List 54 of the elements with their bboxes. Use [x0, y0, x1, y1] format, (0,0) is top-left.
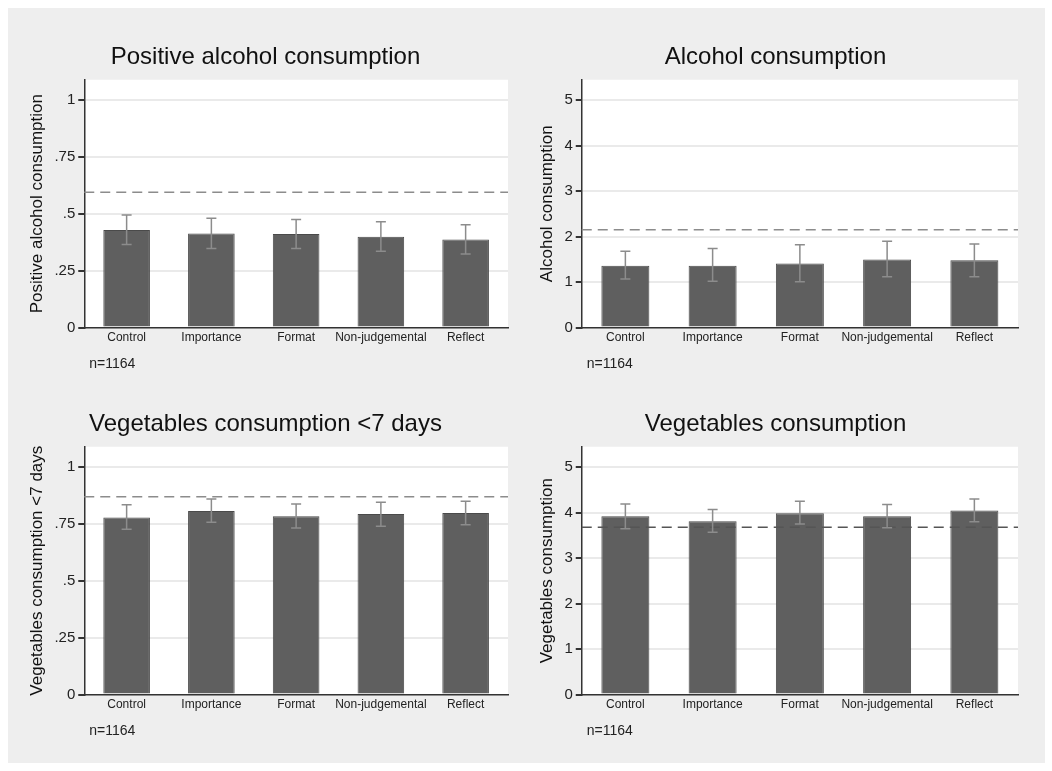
y-axis-title: Vegetables consumption	[536, 478, 556, 664]
x-tick-label: Reflect	[446, 697, 485, 712]
y-axis-title: Alcohol consumption	[536, 125, 556, 283]
x-tick-label: Control	[107, 697, 146, 712]
y-tick-label: 0	[66, 684, 76, 702]
text: n=1164	[89, 722, 136, 738]
y-tick-label: .75	[54, 514, 76, 532]
x-tick-label: Format	[277, 330, 316, 345]
y-axis-title: Vegetables consumption <7 days	[26, 445, 46, 696]
y-tick-label: 0	[564, 317, 573, 335]
x-tick-label: Importance	[181, 697, 242, 712]
x-tick-label: Control	[606, 330, 645, 345]
x-tick-label: Control	[606, 697, 645, 712]
y-tick-label: .25	[54, 260, 76, 278]
x-tick-label: Format	[780, 697, 820, 712]
text: n=1164	[89, 355, 136, 371]
chart-title: Positive alcohol consumption	[110, 42, 421, 70]
x-tick-label: Importance	[682, 330, 743, 345]
y-tick-label: 1	[564, 272, 573, 290]
x-tick-label: Importance	[682, 697, 743, 712]
y-tick-label: 0	[66, 317, 76, 335]
x-tick-label: Reflect	[955, 330, 994, 345]
y-tick-label: 5	[564, 90, 573, 108]
x-tick-label: Reflect	[446, 330, 485, 345]
x-tick-label: Format	[277, 697, 316, 712]
chart-title: Alcohol consumption	[664, 42, 887, 70]
y-tick-label: 4	[564, 502, 573, 520]
y-tick-label: .5	[62, 204, 76, 222]
y-tick-label: .5	[62, 571, 76, 589]
y-tick-label: 2	[564, 226, 573, 244]
y-tick-label: 0	[564, 684, 573, 702]
text: n=1164	[586, 722, 634, 738]
y-tick-label: 1	[564, 639, 573, 657]
y-tick-label: 3	[564, 548, 573, 566]
x-tick-label: Non-judgemental	[335, 697, 427, 712]
x-tick-label: Non-judgemental	[841, 697, 933, 712]
y-tick-label: 4	[564, 135, 573, 153]
y-tick-label: .75	[54, 147, 76, 165]
y-tick-label: 1	[66, 90, 76, 108]
y-tick-label: 1	[66, 457, 76, 475]
chart-title: Vegetables consumption <7 days	[89, 409, 442, 437]
y-tick-label: 2	[564, 593, 573, 611]
y-tick-label: .25	[54, 627, 76, 645]
x-tick-label: Non-judgemental	[335, 330, 427, 345]
y-tick-label: 5	[564, 457, 573, 475]
y-axis-title: Positive alcohol consumption	[26, 94, 46, 314]
x-tick-label: Importance	[181, 330, 242, 345]
y-tick-label: 3	[564, 181, 573, 199]
x-tick-label: Control	[107, 330, 146, 345]
x-tick-label: Non-judgemental	[841, 330, 933, 345]
chart-title: Vegetables consumption	[644, 409, 907, 437]
x-tick-label: Format	[780, 330, 820, 345]
x-tick-label: Reflect	[955, 697, 994, 712]
text: n=1164	[586, 355, 634, 371]
